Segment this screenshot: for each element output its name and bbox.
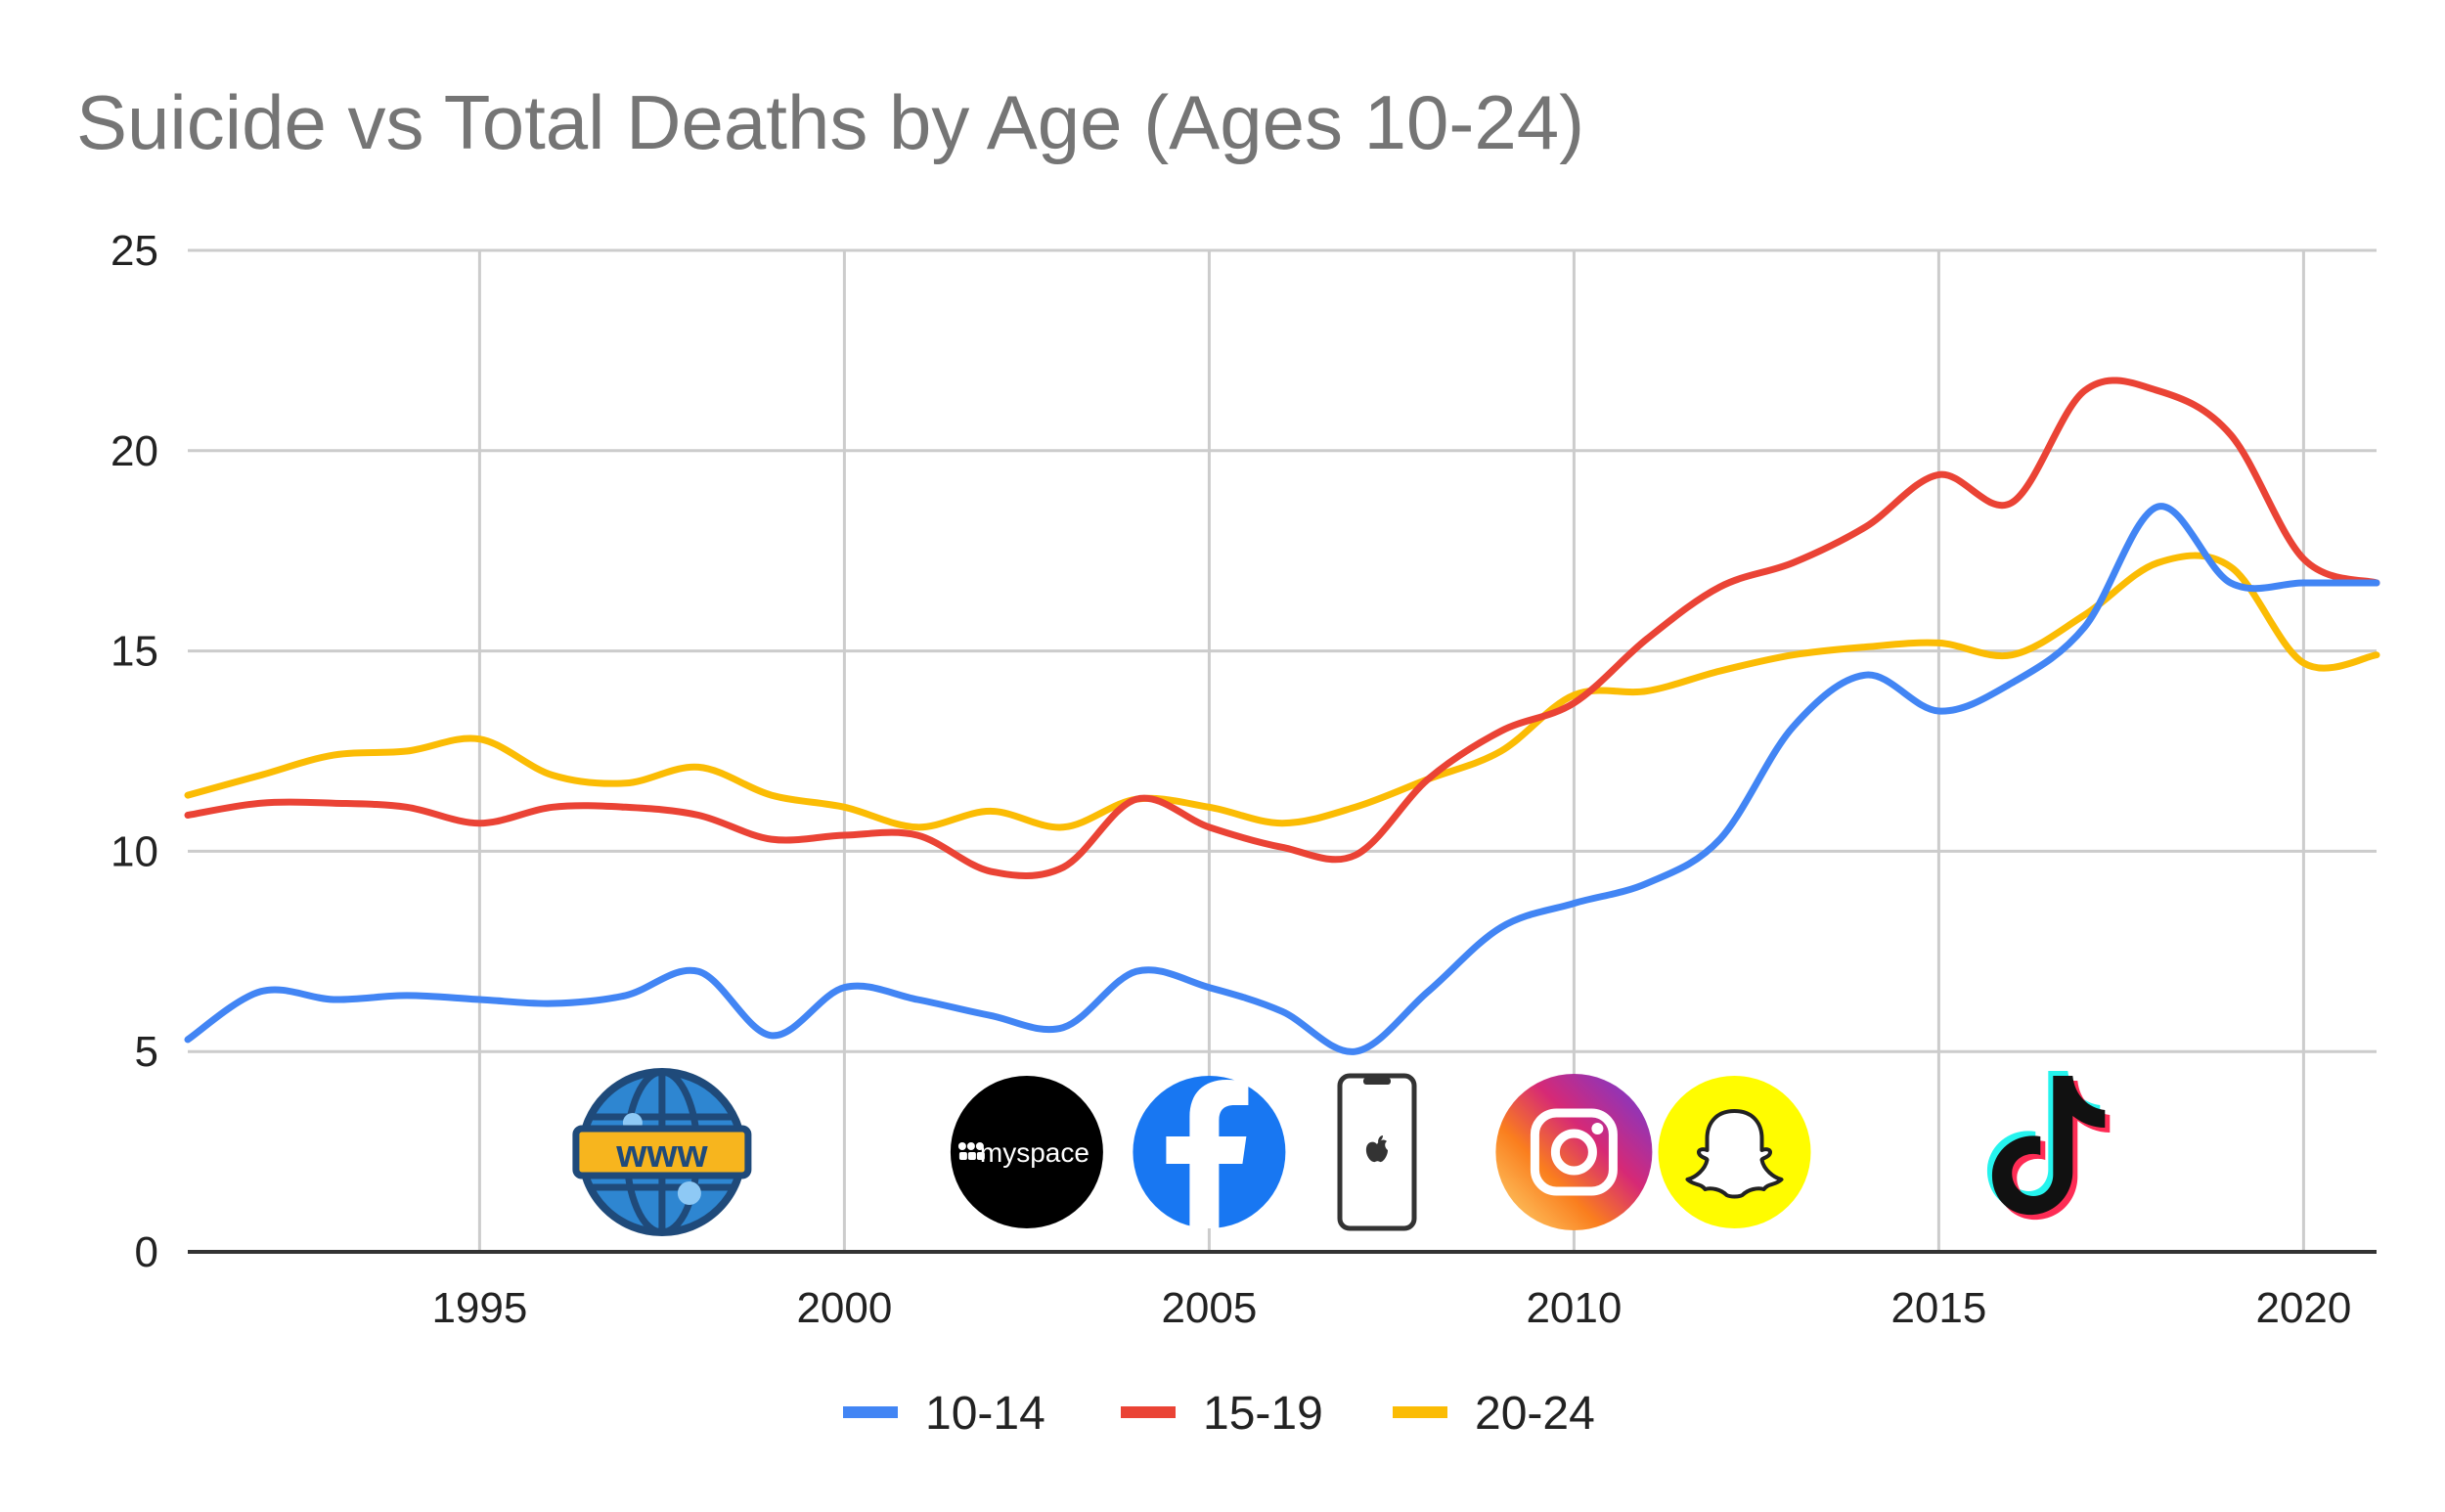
y-tick-label: 15 (111, 628, 158, 676)
x-tick-label: 2020 (2255, 1284, 2351, 1332)
facebook-icon (1133, 1076, 1286, 1228)
legend-label-15-19: 15-19 (1203, 1388, 1323, 1440)
y-tick-label: 5 (135, 1028, 158, 1076)
y-tick-label: 20 (111, 427, 158, 475)
x-tick-label: 2000 (796, 1284, 892, 1332)
y-tick-labels: 0 5 10 15 20 25 (111, 227, 158, 1276)
tiktok-icon (1986, 1071, 2111, 1221)
series-lines (184, 377, 2380, 1055)
www-globe-icon: www (572, 1068, 752, 1236)
x-tick-label: 2010 (1526, 1284, 1622, 1332)
snapchat-icon (1658, 1076, 1811, 1228)
myspace-icon: myspace (950, 1076, 1103, 1228)
legend-label-10-14: 10-14 (925, 1388, 1045, 1440)
series-line-15-19 (184, 377, 2380, 879)
x-tick-labels: 1995 2000 2005 2010 2015 2020 (431, 1284, 2351, 1332)
legend-label-20-24: 20-24 (1475, 1388, 1595, 1440)
y-tick-label: 0 (135, 1228, 158, 1276)
x-tick-label: 2015 (1890, 1284, 1986, 1332)
series-line-10-14 (184, 503, 2380, 1055)
myspace-wordmark: myspace (980, 1137, 1089, 1168)
iphone-icon (1337, 1073, 1417, 1231)
legend: 10-14 15-19 20-24 (843, 1388, 1595, 1440)
x-tick-label: 1995 (431, 1284, 527, 1332)
svg-text:www: www (615, 1133, 708, 1176)
instagram-icon (1495, 1074, 1653, 1230)
x-tick-label: 2005 (1161, 1284, 1257, 1332)
y-gridlines (188, 248, 2377, 1053)
chart-title: Suicide vs Total Deaths by Age (Ages 10-… (76, 79, 1584, 165)
y-tick-label: 25 (111, 227, 158, 275)
y-tick-label: 10 (111, 827, 158, 875)
platform-icons: www myspace (572, 1068, 2111, 1236)
series-line-20-24 (184, 552, 2380, 831)
